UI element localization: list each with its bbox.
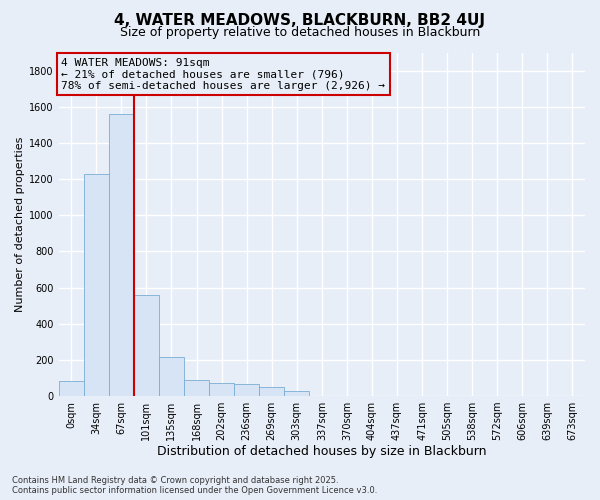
Bar [234, 384, 259, 396]
Bar [59, 380, 84, 396]
Text: 4, WATER MEADOWS, BLACKBURN, BB2 4UJ: 4, WATER MEADOWS, BLACKBURN, BB2 4UJ [115, 12, 485, 28]
Text: 4 WATER MEADOWS: 91sqm
← 21% of detached houses are smaller (796)
78% of semi-de: 4 WATER MEADOWS: 91sqm ← 21% of detached… [61, 58, 385, 91]
Text: Contains HM Land Registry data © Crown copyright and database right 2025.
Contai: Contains HM Land Registry data © Crown c… [12, 476, 377, 495]
X-axis label: Distribution of detached houses by size in Blackburn: Distribution of detached houses by size … [157, 444, 487, 458]
Y-axis label: Number of detached properties: Number of detached properties [15, 136, 25, 312]
Bar [109, 114, 134, 396]
Bar [184, 380, 209, 396]
Bar [159, 357, 184, 396]
Bar [84, 174, 109, 396]
Text: Size of property relative to detached houses in Blackburn: Size of property relative to detached ho… [120, 26, 480, 39]
Bar [134, 294, 159, 396]
Bar [284, 390, 309, 396]
Bar [209, 384, 234, 396]
Title: 4, WATER MEADOWS, BLACKBURN, BB2 4UJ
Size of property relative to detached house: 4, WATER MEADOWS, BLACKBURN, BB2 4UJ Siz… [0, 499, 1, 500]
Bar [259, 387, 284, 396]
